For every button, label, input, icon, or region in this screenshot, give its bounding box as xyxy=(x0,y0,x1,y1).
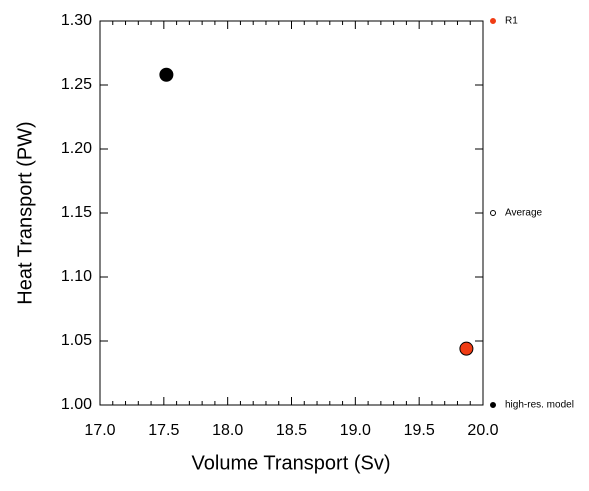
x-tick-label: 20.0 xyxy=(467,422,498,439)
legend-label: Average xyxy=(505,208,543,219)
x-tick-label: 19.0 xyxy=(340,422,371,439)
x-tick-label: 19.5 xyxy=(404,422,435,439)
x-tick-label: 17.0 xyxy=(84,422,115,439)
point xyxy=(159,67,174,82)
legend-marker xyxy=(490,18,496,24)
x-tick-label: 18.5 xyxy=(276,422,307,439)
x-axis-label: Volume Transport (Sv) xyxy=(192,452,391,474)
legend-marker xyxy=(490,210,496,216)
legend-label: high-res. model xyxy=(505,400,574,411)
y-tick-label: 1.10 xyxy=(61,268,92,285)
point xyxy=(459,341,474,356)
y-tick-label: 1.05 xyxy=(61,332,92,349)
y-tick-label: 1.20 xyxy=(61,140,92,157)
x-tick-label: 18.0 xyxy=(212,422,243,439)
y-tick-label: 1.15 xyxy=(61,204,92,221)
x-tick-label: 17.5 xyxy=(148,422,179,439)
y-tick-label: 1.25 xyxy=(61,76,92,93)
y-tick-label: 1.30 xyxy=(61,12,92,29)
y-axis-label: Heat Transport (PW) xyxy=(14,121,36,304)
legend-label: R1 xyxy=(505,16,518,27)
legend-marker xyxy=(490,402,496,408)
plot-frame xyxy=(99,20,484,406)
y-tick-label: 1.00 xyxy=(61,396,92,413)
